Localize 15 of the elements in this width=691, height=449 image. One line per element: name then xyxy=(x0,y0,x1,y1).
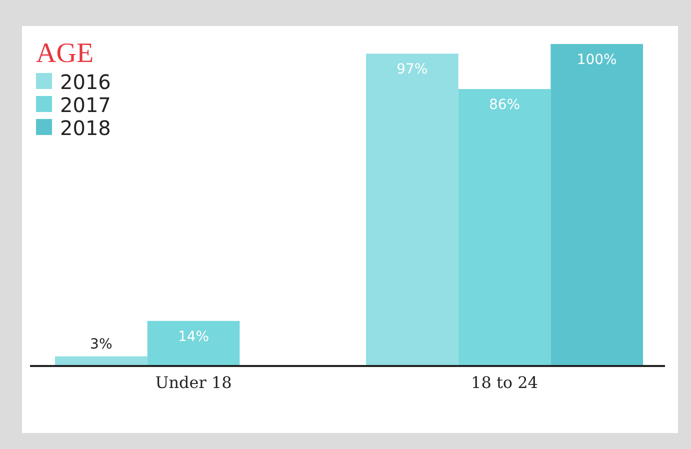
data-label: 100% xyxy=(576,52,617,68)
data-label: 97% xyxy=(396,62,428,78)
legend-label: 2017 xyxy=(60,93,111,117)
bar xyxy=(366,54,458,366)
legend-label: 2018 xyxy=(60,116,111,140)
data-label: 14% xyxy=(178,328,210,345)
bar xyxy=(147,320,240,366)
x-tick-label: 18 to 24 xyxy=(471,373,538,392)
data-label: 3% xyxy=(90,336,112,352)
legend-label: 2016 xyxy=(60,70,111,94)
data-label: 86% xyxy=(488,97,520,114)
bar xyxy=(458,89,551,366)
x-tick-label: Under 18 xyxy=(155,373,232,392)
legend-title: AGE xyxy=(36,38,94,69)
bar xyxy=(550,44,643,366)
